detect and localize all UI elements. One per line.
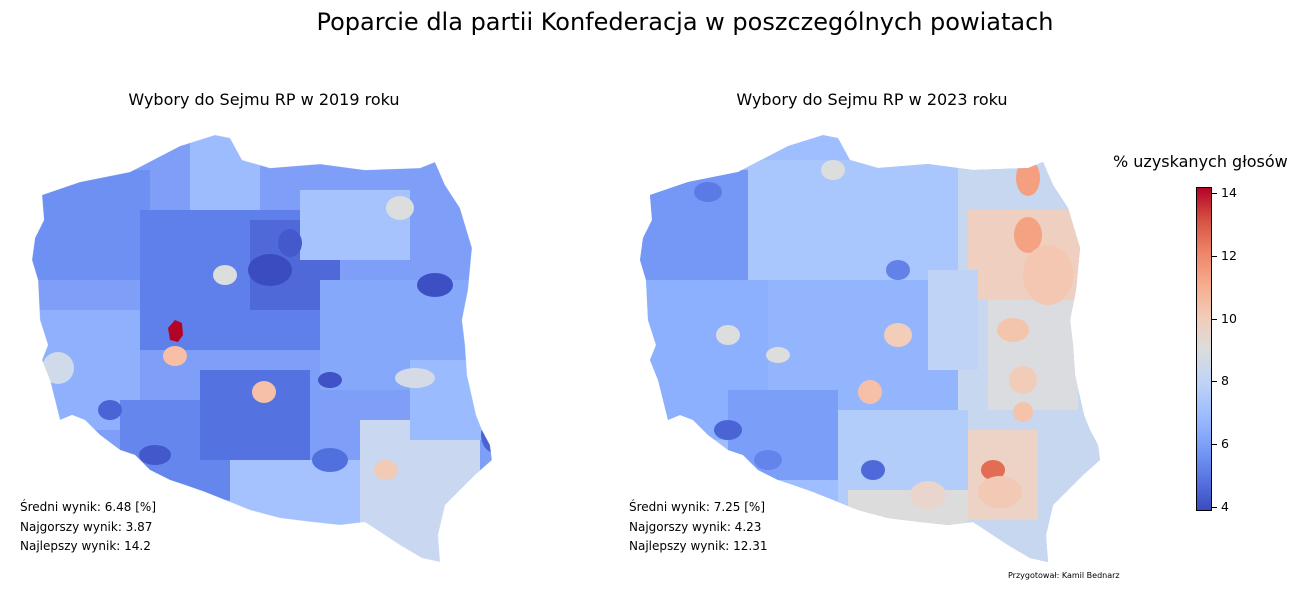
stats-2023-worst: Najgorszy wynik: 4.23 — [629, 519, 762, 534]
page-title: Poparcie dla partii Konfederacja w poszc… — [316, 8, 1054, 36]
stats-2023: Średni wynik: 7.25 [%] Najgorszy wynik: … — [629, 498, 767, 557]
map-2023 — [640, 135, 1100, 562]
colorbar-tick — [1212, 256, 1217, 257]
colorbar — [1196, 187, 1212, 511]
stats-2019-worst: Najgorszy wynik: 3.87 — [20, 519, 153, 534]
colorbar-tick — [1212, 381, 1217, 383]
colorbar-label: % uzyskanych głosów — [1113, 152, 1288, 171]
stats-2023-best: Najlepszy wynik: 12.31 — [629, 539, 768, 553]
stats-2023-mean: Średni wynik: 7.25 [%] — [629, 500, 766, 514]
stats-2019: Średni wynik: 6.48 [%] Najgorszy wynik: … — [20, 498, 156, 557]
map-2019 — [31, 134, 493, 563]
colorbar-tick-label: 12 — [1221, 248, 1237, 263]
colorbar-tick — [1212, 506, 1217, 508]
credit-text: Przygotował: Kamil Bednarz — [1008, 571, 1120, 580]
colorbar-tick — [1212, 444, 1217, 446]
map-2023-title: Wybory do Sejmu RP w 2023 roku — [736, 90, 1008, 109]
stats-2019-best: Najlepszy wynik: 14.2 — [20, 539, 151, 553]
colorbar-tick — [1212, 318, 1217, 320]
stats-2019-mean: Średni wynik: 6.48 [%] — [20, 500, 157, 514]
colorbar-tick-label: 6 — [1221, 436, 1229, 452]
colorbar-tick-label: 14 — [1221, 185, 1237, 201]
colorbar-tick-label: 4 — [1221, 498, 1229, 514]
map-2019-title: Wybory do Sejmu RP w 2019 roku — [128, 90, 400, 109]
colorbar-tick-label: 8 — [1221, 373, 1229, 389]
colorbar-tick-label: 10 — [1221, 310, 1237, 326]
colorbar-tick — [1212, 193, 1217, 195]
